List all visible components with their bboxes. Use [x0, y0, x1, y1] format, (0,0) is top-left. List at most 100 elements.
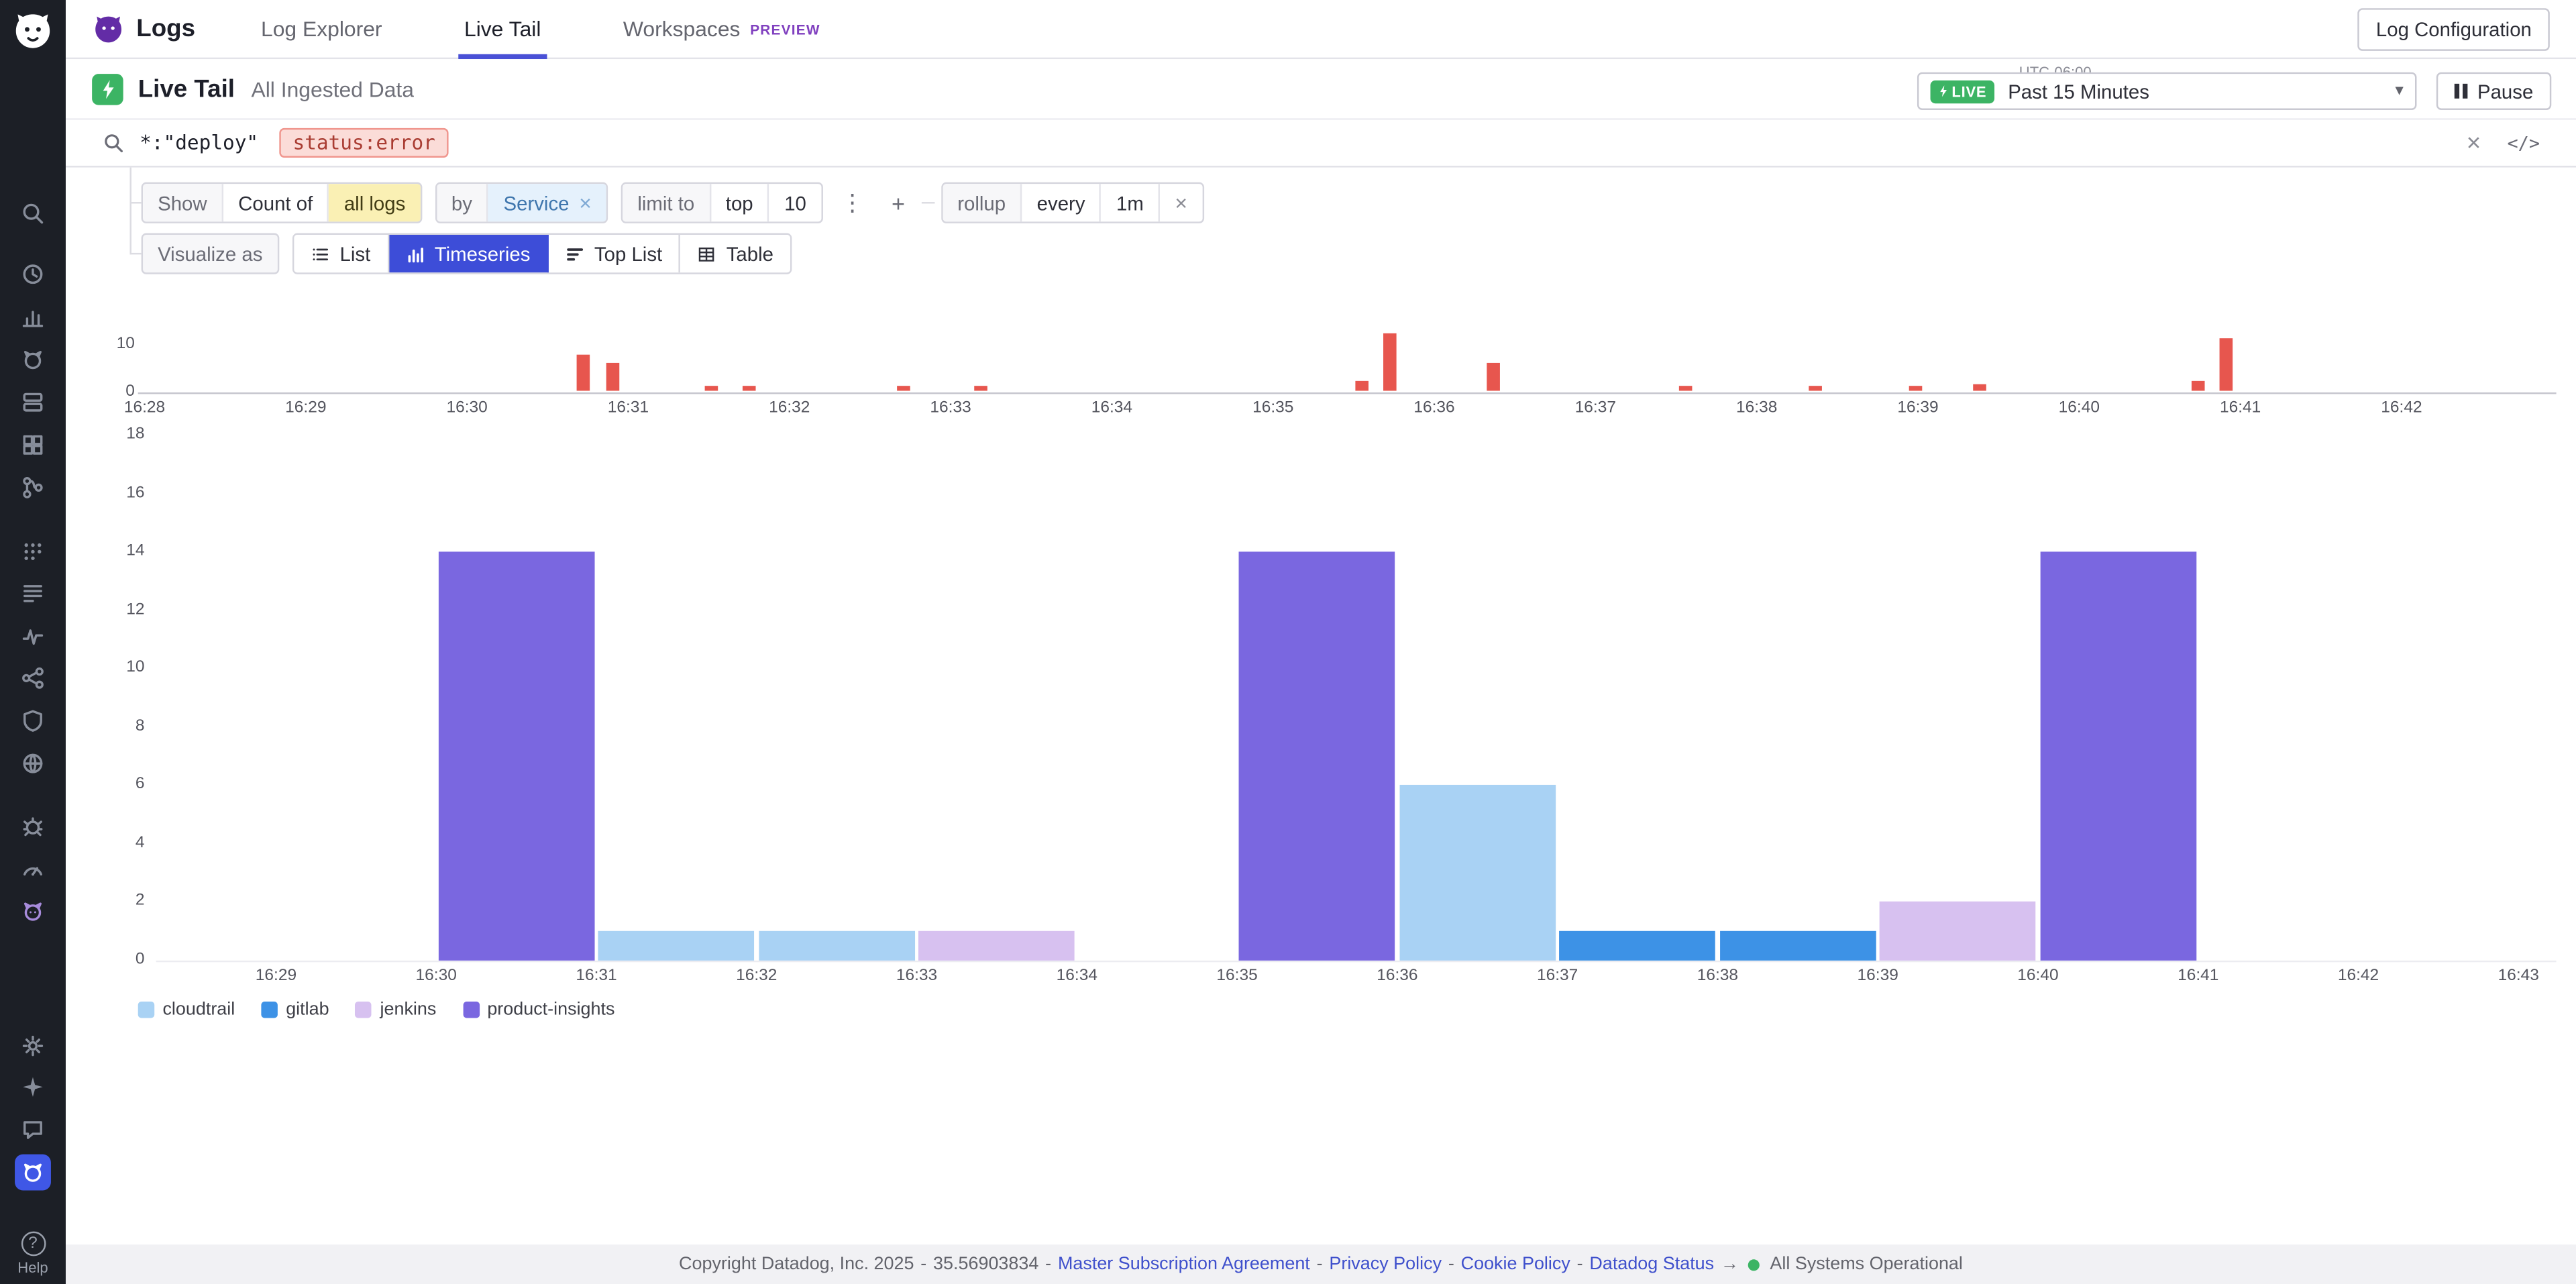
group-by-token[interactable]: Service × [488, 184, 606, 221]
rollup-label: rollup [943, 184, 1022, 221]
error-rate-bar[interactable] [975, 386, 988, 390]
series-bar-cloudtrail[interactable] [758, 931, 914, 960]
table-icon [697, 244, 716, 263]
error-rate-bar[interactable] [606, 362, 619, 391]
visualize-option-table[interactable]: Table [680, 235, 790, 272]
error-rate-bar[interactable] [1355, 381, 1368, 390]
pause-button[interactable]: Pause [2437, 72, 2551, 110]
main-chart-axis [156, 961, 2557, 962]
error-rate-bar[interactable] [2219, 338, 2233, 390]
legend-label: gitlab [286, 1000, 329, 1020]
legend-item-product-insights[interactable]: product-insights [463, 1000, 615, 1020]
service-map-icon[interactable] [18, 663, 48, 693]
group-options-kebab-icon[interactable]: ⋮ [836, 182, 869, 223]
logs-product-icon [92, 12, 125, 45]
containers-icon[interactable] [18, 430, 48, 460]
chart-legend: cloudtrail gitlab jenkins product-insights [138, 1000, 615, 1020]
search-icon[interactable] [18, 199, 48, 228]
error-rate-bar[interactable] [2192, 381, 2205, 390]
integrations-icon[interactable] [18, 1031, 48, 1061]
footer-status-text: All Systems Operational [1770, 1254, 1962, 1274]
series-bar-cloudtrail[interactable] [598, 931, 754, 960]
error-rate-bar[interactable] [1910, 386, 1923, 390]
main-chart-xtick: 16:30 [403, 969, 469, 985]
watchdog-icon[interactable] [18, 345, 48, 374]
live-badge-label: LIVE [1951, 83, 1986, 99]
footer-text: - [1448, 1254, 1454, 1274]
profiling-icon[interactable] [18, 854, 48, 884]
pause-icon [2455, 84, 2467, 99]
legend-item-jenkins[interactable]: jenkins [356, 1000, 437, 1020]
remove-rollup-icon[interactable]: × [1160, 184, 1202, 221]
processes-icon[interactable] [18, 537, 48, 566]
log-configuration-button[interactable]: Log Configuration [2358, 7, 2550, 50]
tab-workspaces[interactable]: Workspaces PREVIEW [616, 0, 826, 58]
history-icon[interactable] [18, 260, 48, 289]
rollup-interval-input[interactable]: 1m [1102, 184, 1160, 221]
tab-log-explorer[interactable]: Log Explorer [254, 0, 388, 58]
time-range-dropdown[interactable]: LIVE Past 15 Minutes ▾ [1917, 72, 2416, 110]
tab-label: Workspaces [623, 16, 741, 41]
mini-chart-axis [138, 392, 2557, 394]
visualize-option-timeseries[interactable]: Timeseries [388, 235, 548, 272]
llm-observability-icon[interactable] [18, 896, 48, 926]
footer-text: - [1317, 1254, 1323, 1274]
search-bar[interactable]: *:"deploy" status:error × </> [66, 118, 2576, 167]
visualize-option-top-list[interactable]: Top List [548, 235, 680, 272]
series-bar-product-insights[interactable] [2039, 552, 2196, 961]
series-bar-product-insights[interactable] [1239, 552, 1395, 961]
code-view-icon[interactable]: </> [2507, 132, 2540, 154]
metrics-icon[interactable] [18, 302, 48, 331]
visualize-option-list[interactable]: List [294, 235, 388, 272]
main-chart-ytick: 18 [102, 427, 145, 443]
series-bar-jenkins[interactable] [1880, 902, 2036, 961]
footer-text: - [920, 1254, 926, 1274]
logs-icon[interactable] [18, 578, 48, 608]
remove-group-by-icon[interactable]: × [579, 191, 592, 215]
query-token-status-error[interactable]: status:error [280, 128, 449, 158]
bits-ai-icon[interactable] [18, 1072, 48, 1102]
footer-link[interactable]: Datadog Status [1589, 1254, 1714, 1274]
query-controls: Show Count of all logs by Service × limi… [66, 168, 2576, 274]
query-free-text[interactable]: *:"deploy" [140, 131, 258, 154]
series-bar-gitlab[interactable] [1719, 931, 1876, 960]
error-rate-bar[interactable] [1808, 386, 1821, 390]
group-by-value: Service [503, 191, 569, 214]
footer-link[interactable]: Master Subscription Agreement [1058, 1254, 1310, 1274]
legend-item-cloudtrail[interactable]: cloudtrail [138, 1000, 235, 1020]
error-tracking-icon[interactable] [18, 811, 48, 841]
error-rate-bar[interactable] [898, 386, 911, 390]
error-rate-bar[interactable] [743, 386, 756, 390]
footer-link[interactable]: Privacy Policy [1329, 1254, 1442, 1274]
count-of-select[interactable]: Count of [223, 184, 329, 221]
visualize-segmented-control: List Timeseries [292, 233, 791, 274]
current-product-icon[interactable] [15, 1155, 51, 1191]
error-rate-bar[interactable] [576, 355, 590, 390]
error-rate-bar[interactable] [1487, 362, 1501, 391]
legend-item-gitlab[interactable]: gitlab [261, 1000, 329, 1020]
synthetics-icon[interactable] [18, 749, 48, 778]
infrastructure-icon[interactable] [18, 388, 48, 417]
measure-select[interactable]: all logs [329, 184, 421, 221]
security-icon[interactable] [18, 706, 48, 735]
datadog-logo-icon[interactable] [11, 10, 54, 53]
error-rate-bar[interactable] [1383, 333, 1396, 390]
feedback-icon[interactable] [18, 1115, 48, 1144]
ci-pipelines-icon[interactable] [18, 473, 48, 502]
clear-query-icon[interactable]: × [2467, 129, 2481, 157]
tab-live-tail[interactable]: Live Tail [458, 0, 547, 58]
error-rate-bar[interactable] [1679, 386, 1693, 390]
series-bar-product-insights[interactable] [438, 552, 594, 961]
series-bar-cloudtrail[interactable] [1399, 786, 1555, 961]
add-query-icon[interactable]: + [882, 182, 915, 223]
limit-order-select[interactable]: top [711, 184, 769, 221]
limit-value-input[interactable]: 10 [769, 184, 821, 221]
error-rate-bar[interactable] [706, 386, 719, 390]
help-button[interactable]: ? Help [0, 1232, 66, 1276]
mini-chart-xtick: 16:32 [757, 400, 822, 417]
footer-link[interactable]: Cookie Policy [1461, 1254, 1570, 1274]
apm-icon[interactable] [18, 621, 48, 650]
series-bar-gitlab[interactable] [1559, 931, 1715, 960]
error-rate-bar[interactable] [1973, 384, 1986, 391]
series-bar-jenkins[interactable] [918, 931, 1075, 960]
